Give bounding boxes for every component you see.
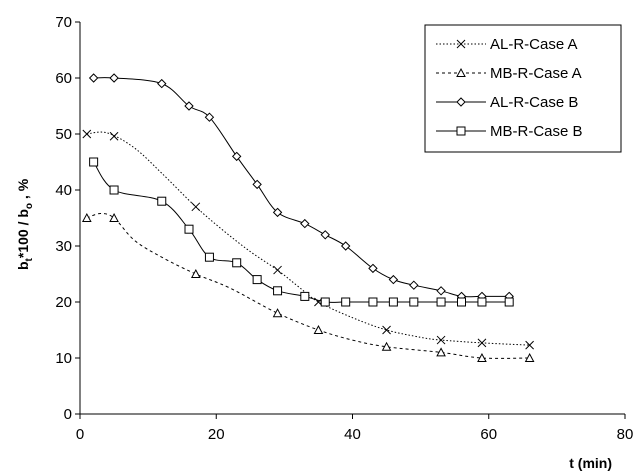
data-point <box>409 297 419 307</box>
x-axis-ticks: 0 20 40 60 80 <box>76 414 634 443</box>
data-point <box>320 230 330 240</box>
data-point <box>82 129 92 139</box>
legend: AL-R-Case A MB-R-Case A AL-R-Case B MB-R-Ca… <box>424 24 622 153</box>
data-point <box>109 212 119 222</box>
data-point <box>273 286 283 296</box>
data-point <box>184 101 194 111</box>
y-tick-label: 30 <box>55 238 72 255</box>
data-point <box>381 341 392 351</box>
data-point <box>436 286 446 296</box>
x-tick-label: 80 <box>617 426 634 443</box>
series-4 <box>89 157 514 307</box>
data-point <box>157 78 167 89</box>
data-point <box>81 212 92 222</box>
data-point <box>232 258 242 268</box>
data-point <box>190 268 201 278</box>
legend-item: MB-R-Case A <box>436 65 582 82</box>
data-point <box>340 241 351 251</box>
series-line <box>86 131 530 346</box>
legend-marker <box>456 67 466 77</box>
data-point <box>436 297 446 307</box>
data-point <box>272 207 283 218</box>
data-point <box>89 157 99 167</box>
series-layer <box>81 73 535 362</box>
x-tick-label: 20 <box>208 426 225 443</box>
series-line <box>93 161 510 303</box>
legend-label: MB-R-Case A <box>490 65 582 82</box>
data-point <box>204 112 215 122</box>
legend-item: AL-R-Case B <box>436 94 578 111</box>
data-point <box>436 335 446 345</box>
data-point <box>504 297 514 307</box>
data-point <box>477 352 487 362</box>
data-point <box>388 274 399 285</box>
y-tick-label: 50 <box>55 126 72 143</box>
data-point <box>436 347 446 357</box>
data-point <box>477 297 487 307</box>
x-tick-label: 40 <box>344 426 361 443</box>
y-tick-label: 40 <box>55 182 72 199</box>
legend-label: AL-R-Case A <box>490 36 578 53</box>
legend-marker <box>456 126 466 136</box>
data-point <box>273 265 282 275</box>
data-point <box>388 297 398 307</box>
y-tick-label: 0 <box>64 406 72 423</box>
y-tick-label: 10 <box>55 350 72 367</box>
data-point <box>109 131 119 141</box>
data-point <box>368 263 378 274</box>
data-point <box>320 297 330 307</box>
legend-item: AL-R-Case A <box>436 36 578 53</box>
series-1 <box>82 129 534 350</box>
legend-marker <box>456 97 466 107</box>
data-point <box>382 325 391 335</box>
data-point <box>252 179 262 190</box>
series-line <box>86 213 530 359</box>
x-tick-label: 60 <box>480 426 497 443</box>
data-point <box>109 185 119 195</box>
y-tick-label: 20 <box>55 294 72 311</box>
data-point <box>457 297 466 307</box>
y-axis-ticks: 0 10 20 30 40 50 60 70 <box>55 14 80 423</box>
data-point <box>109 73 119 83</box>
legend-label: AL-R-Case B <box>490 94 578 111</box>
legend-marker <box>456 39 466 49</box>
y-axis-label: bt*100 / bo , % <box>15 178 35 270</box>
data-point <box>300 218 310 229</box>
data-point <box>477 338 487 348</box>
data-point <box>368 297 378 307</box>
y-tick-label: 60 <box>55 70 72 87</box>
legend-label: MB-R-Case B <box>490 123 583 140</box>
data-point <box>88 73 99 83</box>
data-point <box>341 297 351 307</box>
series-2 <box>81 212 535 362</box>
legend-item: MB-R-Case B <box>436 123 583 140</box>
data-point <box>157 196 167 206</box>
x-tick-label: 0 <box>76 426 84 443</box>
data-point <box>184 224 194 234</box>
data-point <box>409 280 419 290</box>
data-point <box>313 324 324 334</box>
y-tick-label: 70 <box>55 14 72 31</box>
data-point <box>524 352 535 362</box>
data-point <box>204 252 214 262</box>
data-point <box>272 308 283 318</box>
x-axis-label: t (min) <box>569 455 612 471</box>
data-point <box>525 340 534 350</box>
data-point <box>252 275 262 285</box>
data-point <box>191 202 201 212</box>
data-point <box>300 291 310 301</box>
data-point <box>231 151 242 162</box>
